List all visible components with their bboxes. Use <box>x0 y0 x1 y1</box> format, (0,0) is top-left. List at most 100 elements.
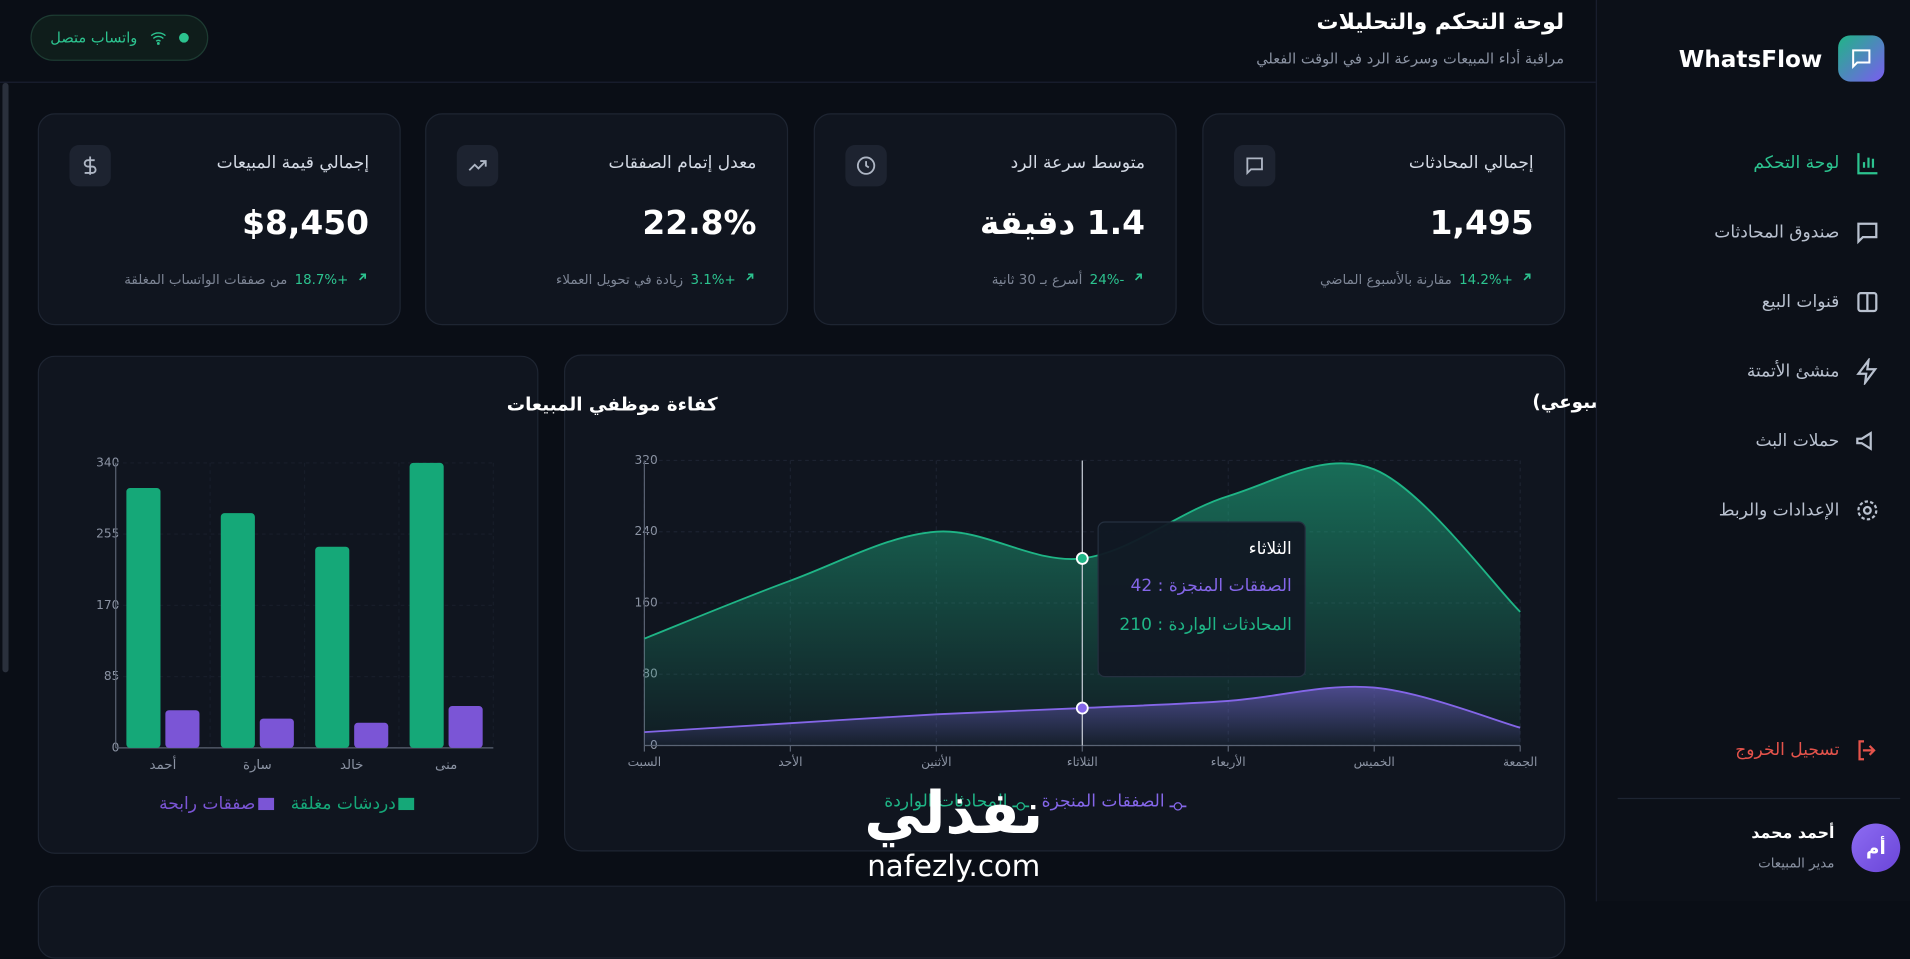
x-tick-label: السبت <box>628 755 662 769</box>
kpi-note: أسرع بـ 30 ثانية <box>991 271 1083 287</box>
kpi-label: متوسط سرعة الرد <box>1010 153 1146 173</box>
chart-title: حجم الرسائل وإتمام الصفقات (أسبوعي) <box>1532 390 1595 413</box>
brand-name[interactable]: WhatsFlow <box>1678 46 1823 74</box>
x-tick-label: الجمعة <box>1503 755 1537 769</box>
kpi-icon-glyph <box>1246 157 1263 176</box>
arrow-icon <box>1134 273 1142 281</box>
brand-logo[interactable] <box>1838 35 1885 82</box>
kpi-card: متوسط سرعة الرد 1.4 دقيقة -24% أسرع بـ 30 ث… <box>813 113 1177 326</box>
user-role: مدير المبيعات <box>1758 855 1835 871</box>
legend-label: دردشات مغلقة <box>290 794 396 814</box>
nav-item[interactable]: منشئ الأتمتة <box>1746 361 1840 382</box>
x-tick-label: سارة <box>243 758 272 773</box>
kpi-label: إجمالي قيمة المبيعات <box>216 153 370 173</box>
tooltip-separator: : <box>1152 576 1169 596</box>
bar <box>259 718 294 748</box>
x-tick-label: خالد <box>340 758 363 773</box>
kpi-note: مقارنة بالأسبوع الماضي <box>1320 271 1452 287</box>
active-point <box>1075 552 1089 565</box>
chart-title: كفاءة موظفي المبيعات <box>507 395 718 416</box>
kpi-icon-glyph <box>83 156 97 175</box>
kpi-note: من صفقات الواتساب المغلقة <box>124 271 288 287</box>
x-tick-label: الأربعاء <box>1211 754 1246 770</box>
scrollbar <box>2 82 9 673</box>
tooltip-separator: : <box>1151 615 1169 635</box>
x-tick-label: الأثنين <box>921 754 951 770</box>
kpi-foot: +14.2% مقارنة بالأسبوع الماضي <box>1320 270 1534 287</box>
nav-item[interactable]: الإعدادات والربط <box>1718 500 1840 521</box>
kpi-change: +18.7% <box>294 271 349 287</box>
legend-marker-glyph <box>1012 802 1030 811</box>
kpi-arrow <box>356 270 369 287</box>
nav-icon <box>1857 222 1878 245</box>
header-border <box>0 81 1596 83</box>
bar <box>165 710 200 748</box>
x-tick-label: منى <box>435 758 457 773</box>
kpi-value: 22.8% <box>642 204 757 243</box>
kpi-card: إجمالي قيمة المبيعات $8,450 +18.7% من صفقات… <box>37 113 401 326</box>
nav-icon <box>1857 153 1878 175</box>
status-text: واتساب متصل <box>50 29 138 47</box>
logo-icon <box>1852 49 1871 70</box>
y-tick-label: 170 <box>96 598 119 612</box>
kpi-label: إجمالي المحادثات <box>1408 153 1534 173</box>
kpi-value: $8,450 <box>242 204 370 243</box>
nav-icon <box>1856 358 1878 385</box>
legend-swatch <box>398 797 415 811</box>
legend-marker-glyph <box>1169 802 1187 811</box>
kpi-arrow <box>1132 270 1145 287</box>
nav-item[interactable]: صندوق المحادثات <box>1714 222 1840 243</box>
legend-label: المحادثات الواردة <box>884 791 1008 812</box>
kpi-value: 1.4 دقيقة <box>979 204 1146 243</box>
arrow-icon <box>746 273 754 281</box>
legend-item: صفقات رابحة <box>159 794 274 814</box>
nav-item-active[interactable]: لوحة التحكم <box>1753 153 1840 173</box>
nav-item[interactable]: حملات البث <box>1755 431 1840 451</box>
bar <box>448 706 483 748</box>
divider <box>1617 797 1901 800</box>
legend-label: صفقات رابحة <box>159 794 256 814</box>
y-tick-label: 340 <box>96 455 119 469</box>
user-name: أحمد محمد <box>1751 824 1835 843</box>
sidebar <box>1595 0 1910 902</box>
kpi-change: +3.1% <box>690 271 736 287</box>
kpi-arrow <box>743 270 756 287</box>
kpi-value: 1,495 <box>1429 204 1534 243</box>
tooltip-series-name: المحادثات الواردة <box>1168 615 1292 635</box>
kpi-change: -24% <box>1089 271 1125 287</box>
kpi-foot: +3.1% زيادة في تحويل العملاء <box>556 270 756 287</box>
legend-marker <box>1012 797 1030 811</box>
x-tick-label: أحمد <box>150 755 177 773</box>
x-tick-label: الخميس <box>1354 755 1395 770</box>
bar <box>315 546 350 748</box>
nav-icon <box>1857 500 1878 521</box>
status-dot <box>178 32 189 43</box>
kpi-card: معدل إتمام الصفقات 22.8% +3.1% زيادة في تحو… <box>425 113 789 326</box>
tooltip-value: 210 <box>1119 615 1152 635</box>
status-pill: واتساب متصل <box>30 14 209 61</box>
kpi-icon <box>69 144 111 187</box>
nav-item[interactable]: قنوات البيع <box>1761 292 1840 312</box>
tooltip-series-name: الصفقات المنجزة <box>1168 576 1292 596</box>
page-subtitle: مراقبة أداء المبيعات وسرعة الرد في الوقت… <box>1256 49 1565 67</box>
tooltip-row: المحادثات الواردة : 210 <box>1098 615 1292 635</box>
tooltip-title: الثلاثاء <box>1248 539 1292 560</box>
bar <box>354 722 389 748</box>
nav-icon <box>1857 292 1878 313</box>
logout-icon <box>1858 740 1876 761</box>
bar-legend: دردشات مغلقة صفقات رابحة <box>110 794 415 814</box>
bar <box>409 462 444 748</box>
kpi-arrow <box>1520 270 1533 287</box>
area-legend: المحادثات الواردة الصفقات المنجزة <box>853 792 1218 811</box>
arrow-icon <box>359 273 367 281</box>
wifi-icon <box>150 32 166 45</box>
kpi-foot: -24% أسرع بـ 30 ثانية <box>992 270 1145 287</box>
arrow-icon <box>1523 273 1531 281</box>
x-tick-label: الثلاثاء <box>1067 755 1098 769</box>
logout[interactable]: تسجيل الخروج <box>1735 740 1840 761</box>
avatar[interactable]: أم <box>1851 823 1901 873</box>
kpi-change: +14.2% <box>1459 271 1513 287</box>
active-point <box>1075 701 1089 715</box>
kpi-note: زيادة في تحويل العملاء <box>556 271 684 287</box>
legend-label: الصفقات المنجزة <box>1041 791 1165 812</box>
